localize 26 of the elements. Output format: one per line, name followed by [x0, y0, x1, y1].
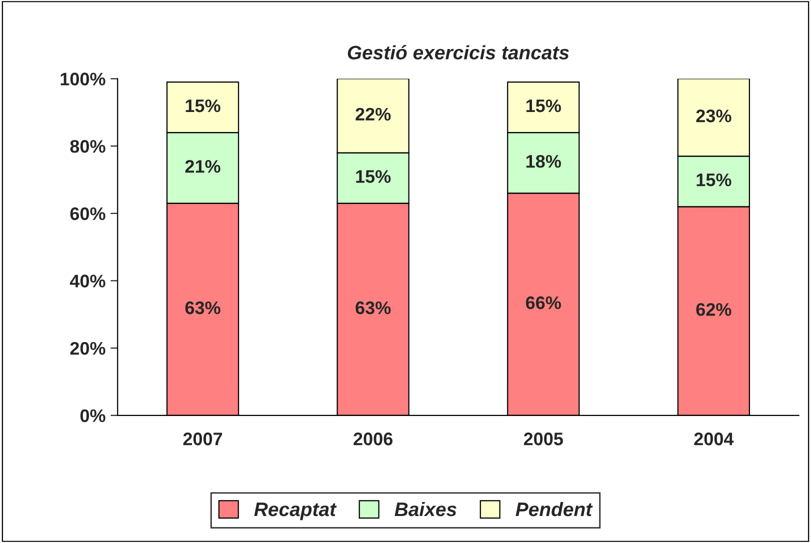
data-label: 15%: [526, 99, 561, 112]
x-tick-label: 2005: [524, 432, 563, 446]
x-tick-label: 2006: [354, 432, 392, 446]
legend-label: Recaptat: [254, 502, 337, 520]
y-tick-label: 80%: [70, 140, 106, 153]
y-tick-label: 60%: [70, 207, 106, 220]
y-tick-label: 40%: [70, 274, 106, 288]
data-label: 62%: [696, 303, 732, 316]
legend-label: Pendent: [516, 502, 593, 516]
data-label: 66%: [526, 296, 561, 310]
chart-title: Gestió exercicis tancats: [348, 45, 569, 60]
x-tick-label: 2007: [183, 432, 222, 446]
data-label: 15%: [186, 99, 220, 112]
y-tick-label: 0%: [80, 409, 106, 422]
data-label: 63%: [356, 301, 391, 314]
data-label: 15%: [356, 170, 391, 183]
y-tick-label: 100%: [60, 72, 106, 86]
data-label: 63%: [185, 301, 220, 314]
y-tick-label: 20%: [70, 342, 106, 355]
legend-label: Baixes: [394, 502, 456, 516]
data-label: 23%: [696, 110, 732, 122]
x-tick-label: 2004: [694, 432, 734, 446]
data-label: 15%: [696, 174, 732, 186]
data-label: 21%: [185, 160, 220, 173]
data-label: 18%: [526, 154, 561, 168]
data-label: 22%: [356, 108, 391, 121]
